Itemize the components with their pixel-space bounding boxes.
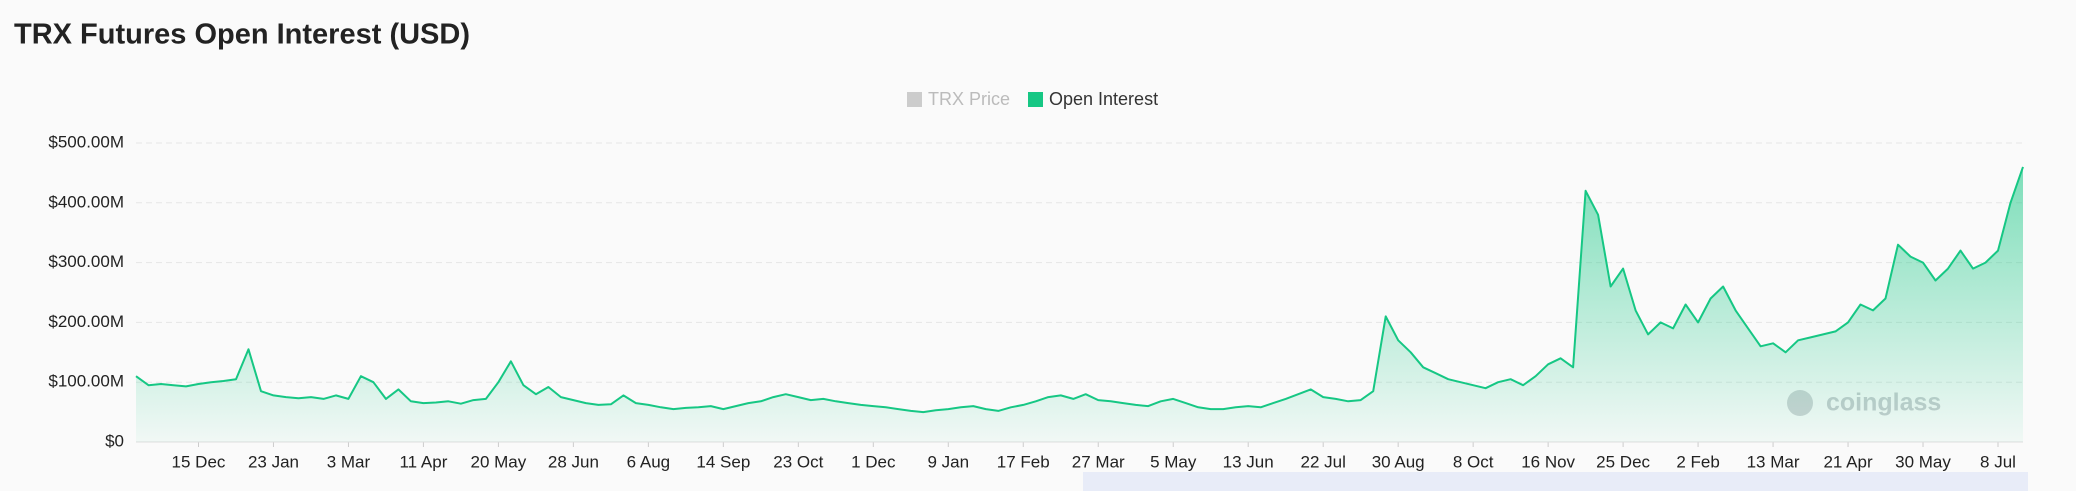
x-tick-label: 20 May xyxy=(471,452,527,471)
x-tick-label: 23 Oct xyxy=(773,452,823,471)
x-tick-label: 8 Oct xyxy=(1453,452,1494,471)
x-tick-label: 23 Jan xyxy=(248,452,299,471)
chart-title: TRX Futures Open Interest (USD) xyxy=(14,19,470,51)
x-tick-label: 14 Sep xyxy=(696,452,750,471)
line xyxy=(135,166,2024,414)
x-tick-label: 30 Aug xyxy=(1372,452,1425,471)
y-tick-label: $400.00M xyxy=(48,192,124,211)
x-tick-label: 6 Aug xyxy=(627,452,671,471)
x-tick-label: 22 Jul xyxy=(1300,452,1345,471)
x-tick-label: 13 Mar xyxy=(1747,452,1800,471)
x-tick-label: 3 Mar xyxy=(327,452,371,471)
x-tick-label: 8 Jul xyxy=(1980,452,2016,471)
zoom-slider[interactable] xyxy=(1083,472,2028,491)
x-tick-label: 9 Jan xyxy=(927,452,969,471)
x-tick-label: 2 Feb xyxy=(1676,452,1719,471)
x-tick-label: 30 May xyxy=(1895,452,1951,471)
y-tick-label: $100.00M xyxy=(48,372,124,391)
y-tick-label: $300.00M xyxy=(48,252,124,271)
x-tick-label: 15 Dec xyxy=(172,452,226,471)
x-tick-label: 13 Jun xyxy=(1223,452,1274,471)
y-tick-label: $0 xyxy=(105,431,124,450)
x-tick-label: 1 Dec xyxy=(851,452,896,471)
legend-swatch xyxy=(1028,92,1043,107)
x-tick-label: 5 May xyxy=(1150,452,1197,471)
x-tick-label: 11 Apr xyxy=(399,452,447,471)
x-tick-label: 16 Nov xyxy=(1521,452,1575,471)
legend-swatch xyxy=(907,92,922,107)
y-tick-label: $500.00M xyxy=(48,132,124,151)
x-tick-label: 27 Mar xyxy=(1072,452,1125,471)
area xyxy=(136,166,2023,442)
x-tick-label: 21 Apr xyxy=(1823,452,1872,471)
legend-label: TRX Price xyxy=(928,89,1010,109)
x-tick-label: 17 Feb xyxy=(997,452,1050,471)
y-tick-label: $200.00M xyxy=(48,312,124,331)
x-tick-label: 28 Jun xyxy=(548,452,599,471)
x-tick-label: 25 Dec xyxy=(1596,452,1650,471)
legend-label: Open Interest xyxy=(1049,89,1158,109)
